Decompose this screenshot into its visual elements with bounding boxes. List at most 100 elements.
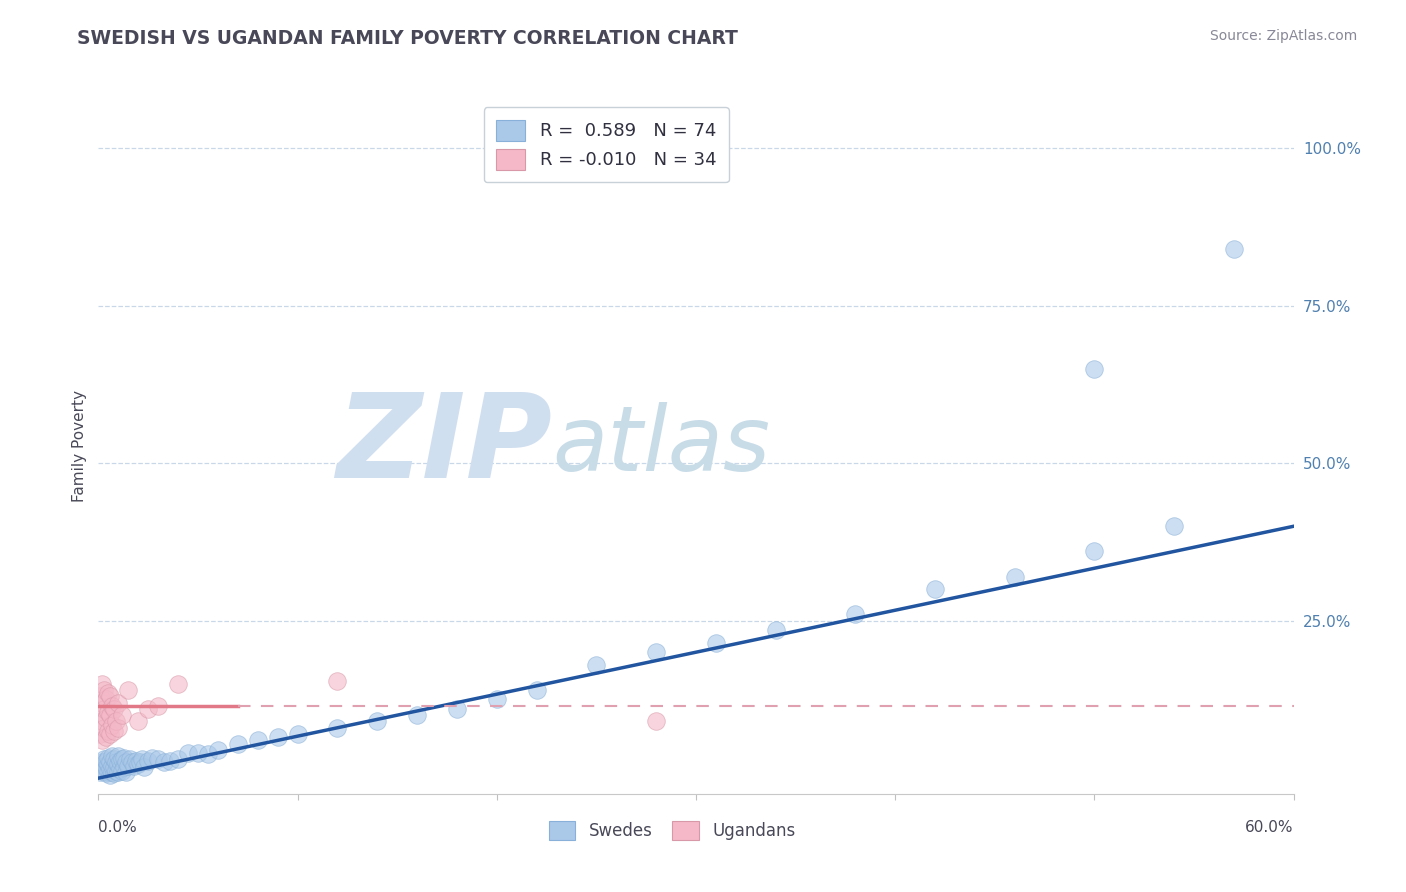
- Point: [103, 723, 125, 738]
- Point: [121, 756, 143, 770]
- Point: [110, 762, 132, 776]
- Point: [101, 717, 124, 731]
- Point: [97, 764, 120, 779]
- Point: [117, 758, 139, 772]
- Point: [97, 705, 120, 719]
- Point: [107, 757, 129, 772]
- Text: SWEDISH VS UGANDAN FAMILY POVERTY CORRELATION CHART: SWEDISH VS UGANDAN FAMILY POVERTY CORREL…: [77, 29, 738, 47]
- Point: [366, 714, 388, 729]
- Point: [93, 758, 115, 772]
- Point: [97, 757, 120, 772]
- Point: [645, 714, 668, 729]
- Point: [91, 714, 114, 729]
- Point: [125, 754, 148, 768]
- Text: Source: ZipAtlas.com: Source: ZipAtlas.com: [1209, 29, 1357, 43]
- Point: [89, 708, 111, 723]
- Point: [103, 752, 125, 766]
- Point: [98, 756, 122, 770]
- Point: [111, 764, 134, 778]
- Point: [91, 696, 114, 710]
- Point: [107, 696, 129, 710]
- Text: 60.0%: 60.0%: [1246, 821, 1294, 835]
- Point: [112, 751, 135, 765]
- Point: [97, 751, 120, 765]
- Point: [105, 714, 128, 729]
- Point: [115, 764, 138, 779]
- Point: [96, 766, 118, 780]
- Point: [101, 698, 124, 713]
- Point: [97, 723, 120, 738]
- Point: [124, 758, 146, 772]
- Point: [485, 692, 508, 706]
- Point: [120, 752, 142, 766]
- Point: [110, 754, 132, 768]
- Point: [101, 749, 124, 764]
- Point: [1163, 519, 1185, 533]
- Point: [446, 702, 468, 716]
- Point: [1223, 242, 1246, 256]
- Point: [197, 747, 219, 762]
- Point: [91, 676, 114, 690]
- Point: [103, 702, 125, 716]
- Point: [91, 733, 114, 747]
- Point: [326, 721, 349, 735]
- Point: [96, 730, 118, 744]
- Point: [93, 683, 115, 698]
- Point: [924, 582, 946, 597]
- Point: [112, 760, 135, 774]
- Point: [107, 764, 129, 779]
- Point: [1004, 569, 1026, 583]
- Point: [134, 760, 156, 774]
- Point: [96, 760, 118, 774]
- Point: [1083, 544, 1105, 558]
- Point: [96, 711, 118, 725]
- Text: atlas: atlas: [553, 402, 770, 490]
- Point: [98, 727, 122, 741]
- Point: [287, 727, 309, 741]
- Point: [98, 768, 122, 782]
- Point: [115, 756, 138, 770]
- Point: [89, 764, 111, 779]
- Point: [226, 737, 249, 751]
- Point: [326, 673, 349, 688]
- Point: [107, 749, 129, 764]
- Point: [103, 760, 125, 774]
- Point: [148, 752, 170, 766]
- Point: [645, 645, 668, 659]
- Point: [844, 607, 866, 622]
- Point: [103, 766, 125, 780]
- Point: [93, 764, 115, 778]
- Point: [129, 756, 152, 770]
- Point: [1083, 362, 1105, 376]
- Y-axis label: Family Poverty: Family Poverty: [72, 390, 87, 502]
- Point: [93, 752, 115, 766]
- Point: [91, 762, 114, 776]
- Text: ZIP: ZIP: [336, 389, 553, 503]
- Point: [159, 754, 181, 768]
- Point: [167, 676, 190, 690]
- Point: [101, 764, 124, 779]
- Point: [153, 756, 176, 770]
- Point: [91, 756, 114, 770]
- Point: [97, 686, 120, 700]
- Point: [131, 752, 153, 766]
- Point: [89, 690, 111, 704]
- Point: [98, 762, 122, 776]
- Point: [585, 657, 607, 672]
- Point: [127, 714, 149, 729]
- Point: [93, 702, 115, 716]
- Point: [127, 757, 149, 772]
- Point: [136, 754, 159, 768]
- Point: [98, 708, 122, 723]
- Point: [704, 636, 727, 650]
- Point: [167, 752, 190, 766]
- Point: [207, 743, 229, 757]
- Point: [187, 746, 209, 760]
- Point: [111, 708, 134, 723]
- Point: [117, 683, 139, 698]
- Point: [267, 730, 290, 744]
- Point: [111, 752, 134, 766]
- Point: [148, 698, 170, 713]
- Point: [765, 623, 787, 637]
- Point: [98, 690, 122, 704]
